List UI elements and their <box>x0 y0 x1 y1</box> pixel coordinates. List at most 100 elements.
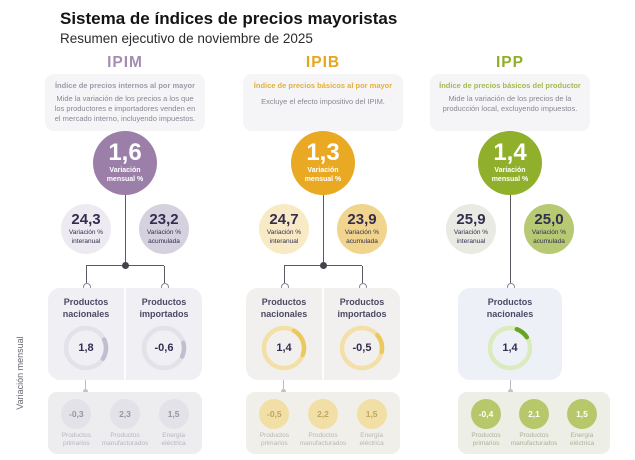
breakdown-value: 1,5 <box>158 399 189 429</box>
column-heading: IPIM <box>107 54 143 71</box>
connector-line <box>283 380 284 389</box>
monthly-variation-circle: 1,6 Variación mensual % <box>93 131 157 195</box>
interannual-circle: 24,7 Variación % interanual <box>259 204 309 254</box>
column-ipim: IPIM Índice de precios internos al por m… <box>45 52 205 458</box>
breakdown-manufacturados: 2,1 Productos manufacturados <box>510 399 558 454</box>
column-ipp: IPP Índice de precios básicos del produc… <box>430 52 610 458</box>
connector-line <box>85 380 86 389</box>
product-value: 1,8 <box>78 342 94 355</box>
product-label: Productos nacionales <box>260 297 308 319</box>
monthly-variation-label: Variación mensual % <box>491 167 529 183</box>
breakdown-manufacturados: 2,3 Productos manufacturados <box>101 399 149 454</box>
monthly-variation-value: 1,4 <box>493 139 527 167</box>
accumulated-circle: 23,9 Variación % acumulada <box>337 204 387 254</box>
connector-line <box>124 195 126 265</box>
ring-chart-icon <box>141 326 187 371</box>
interannual-value: 25,9 <box>456 211 486 229</box>
connector-line <box>322 195 324 265</box>
breakdown-label: Productos manufacturados <box>510 432 558 448</box>
interannual-circle: 24,3 Variación % interanual <box>61 204 111 254</box>
breakdown-value: 1,5 <box>567 399 597 429</box>
connector-line <box>361 266 363 283</box>
divider <box>322 288 324 380</box>
product-value: 1,4 <box>276 342 292 355</box>
connector-line <box>284 266 285 283</box>
breakdown-value: 1,5 <box>356 399 387 429</box>
breakdown-box: -0,4 Productos primarios 2,1 Productos m… <box>458 392 610 454</box>
accumulated-value: 23,9 <box>347 211 377 229</box>
monthly-variation-circle: 1,4 Variación mensual % <box>478 131 542 195</box>
products-importados: Productos importados -0,5 <box>324 288 400 380</box>
index-description: Mide la variación de los precios de la p… <box>442 94 578 114</box>
breakdown-energia: 1,5 Energía eléctrica <box>150 399 198 454</box>
connector-junction-dot <box>121 261 129 269</box>
index-subtitle: Índice de precios básicos al por mayor <box>253 81 393 90</box>
products-box: Productos nacionales 1,8 Productos impor… <box>48 288 202 380</box>
accumulated-circle: 23,2 Variación % acumulada <box>139 204 189 254</box>
product-value: -0,6 <box>154 342 174 355</box>
breakdown-primarios: -0,4 Productos primarios <box>462 399 510 454</box>
column-heading: IPP <box>496 54 524 71</box>
monthly-variation-circle: 1,3 Variación mensual % <box>291 131 355 195</box>
product-label: Productos importados <box>139 297 189 319</box>
interannual-label: Variación % interanual <box>68 229 104 245</box>
accumulated-circle: 25,0 Variación % acumulada <box>524 204 574 254</box>
product-label: Productos nacionales <box>486 297 534 319</box>
monthly-variation-label: Variación mensual % <box>106 167 144 183</box>
breakdown-box: -0,5 Productos primarios 2,2 Productos m… <box>246 392 400 454</box>
accumulated-label: Variación % acumulada <box>146 229 182 245</box>
connector-dot <box>507 389 513 394</box>
breakdown-value: 2,3 <box>109 399 140 429</box>
breakdown-label: Productos primarios <box>259 432 289 448</box>
connector-dot <box>281 389 286 394</box>
breakdown-label: Productos primarios <box>471 432 501 448</box>
connector-line <box>86 266 87 283</box>
divider <box>124 288 126 380</box>
accumulated-value: 23,2 <box>149 211 179 229</box>
breakdown-value: 2,1 <box>519 399 549 429</box>
products-box: Productos nacionales 1,4 Productos impor… <box>246 288 400 380</box>
interannual-label: Variación % interanual <box>453 229 489 245</box>
breakdown-value: -0,5 <box>259 399 290 429</box>
column-ipib: IPIB Índice de precios básicos al por ma… <box>243 52 403 458</box>
products-nacionales: Productos nacionales 1,8 <box>48 288 124 380</box>
interannual-value: 24,3 <box>71 211 101 229</box>
index-description: Mide la variación de los precios a los q… <box>54 94 196 124</box>
page-title: Sistema de índices de precios mayoristas <box>60 9 398 28</box>
ring-chart-icon <box>339 326 385 371</box>
interannual-value: 24,7 <box>269 211 299 229</box>
breakdown-primarios: -0,5 Productos primarios <box>250 399 298 454</box>
products-box: Productos nacionales 1,4 <box>458 288 562 380</box>
monthly-variation-value: 1,6 <box>108 139 142 167</box>
breakdown-label: Energía eléctrica <box>359 432 384 448</box>
breakdown-label: Productos manufacturados <box>101 432 149 448</box>
connector-line <box>509 380 511 389</box>
breakdown-manufacturados: 2,2 Productos manufacturados <box>299 399 347 454</box>
connector-junction-dot <box>319 261 327 269</box>
donut-ring: 1,8 <box>63 325 109 371</box>
connector-dot <box>83 389 88 394</box>
breakdown-label: Productos manufacturados <box>299 432 347 448</box>
column-heading: IPIB <box>305 54 341 71</box>
breakdown-label: Energía eléctrica <box>569 432 595 448</box>
breakdown-value: -0,3 <box>61 399 92 429</box>
product-value: -0,5 <box>352 342 372 355</box>
breakdown-label: Productos primarios <box>61 432 91 448</box>
connector-line <box>163 266 165 283</box>
product-label: Productos nacionales <box>62 297 110 319</box>
breakdown-box: -0,3 Productos primarios 2,3 Productos m… <box>48 392 202 454</box>
accumulated-value: 25,0 <box>534 211 564 229</box>
ring-chart-icon <box>63 326 109 371</box>
interannual-circle: 25,9 Variación % interanual <box>446 204 496 254</box>
breakdown-value: 2,2 <box>307 399 338 429</box>
product-value: 1,4 <box>502 342 518 355</box>
vertical-axis-label: Variación mensual <box>15 336 25 410</box>
breakdown-primarios: -0,3 Productos primarios <box>52 399 100 454</box>
accumulated-label: Variación % acumulada <box>344 229 380 245</box>
products-nacionales: Productos nacionales 1,4 <box>246 288 322 380</box>
index-description-box: Índice de precios internos al por mayor … <box>45 74 205 131</box>
ring-chart-icon <box>487 326 533 371</box>
breakdown-energia: 1,5 Energía eléctrica <box>558 399 606 454</box>
ring-chart-icon <box>261 326 307 371</box>
donut-ring: -0,5 <box>339 325 385 371</box>
